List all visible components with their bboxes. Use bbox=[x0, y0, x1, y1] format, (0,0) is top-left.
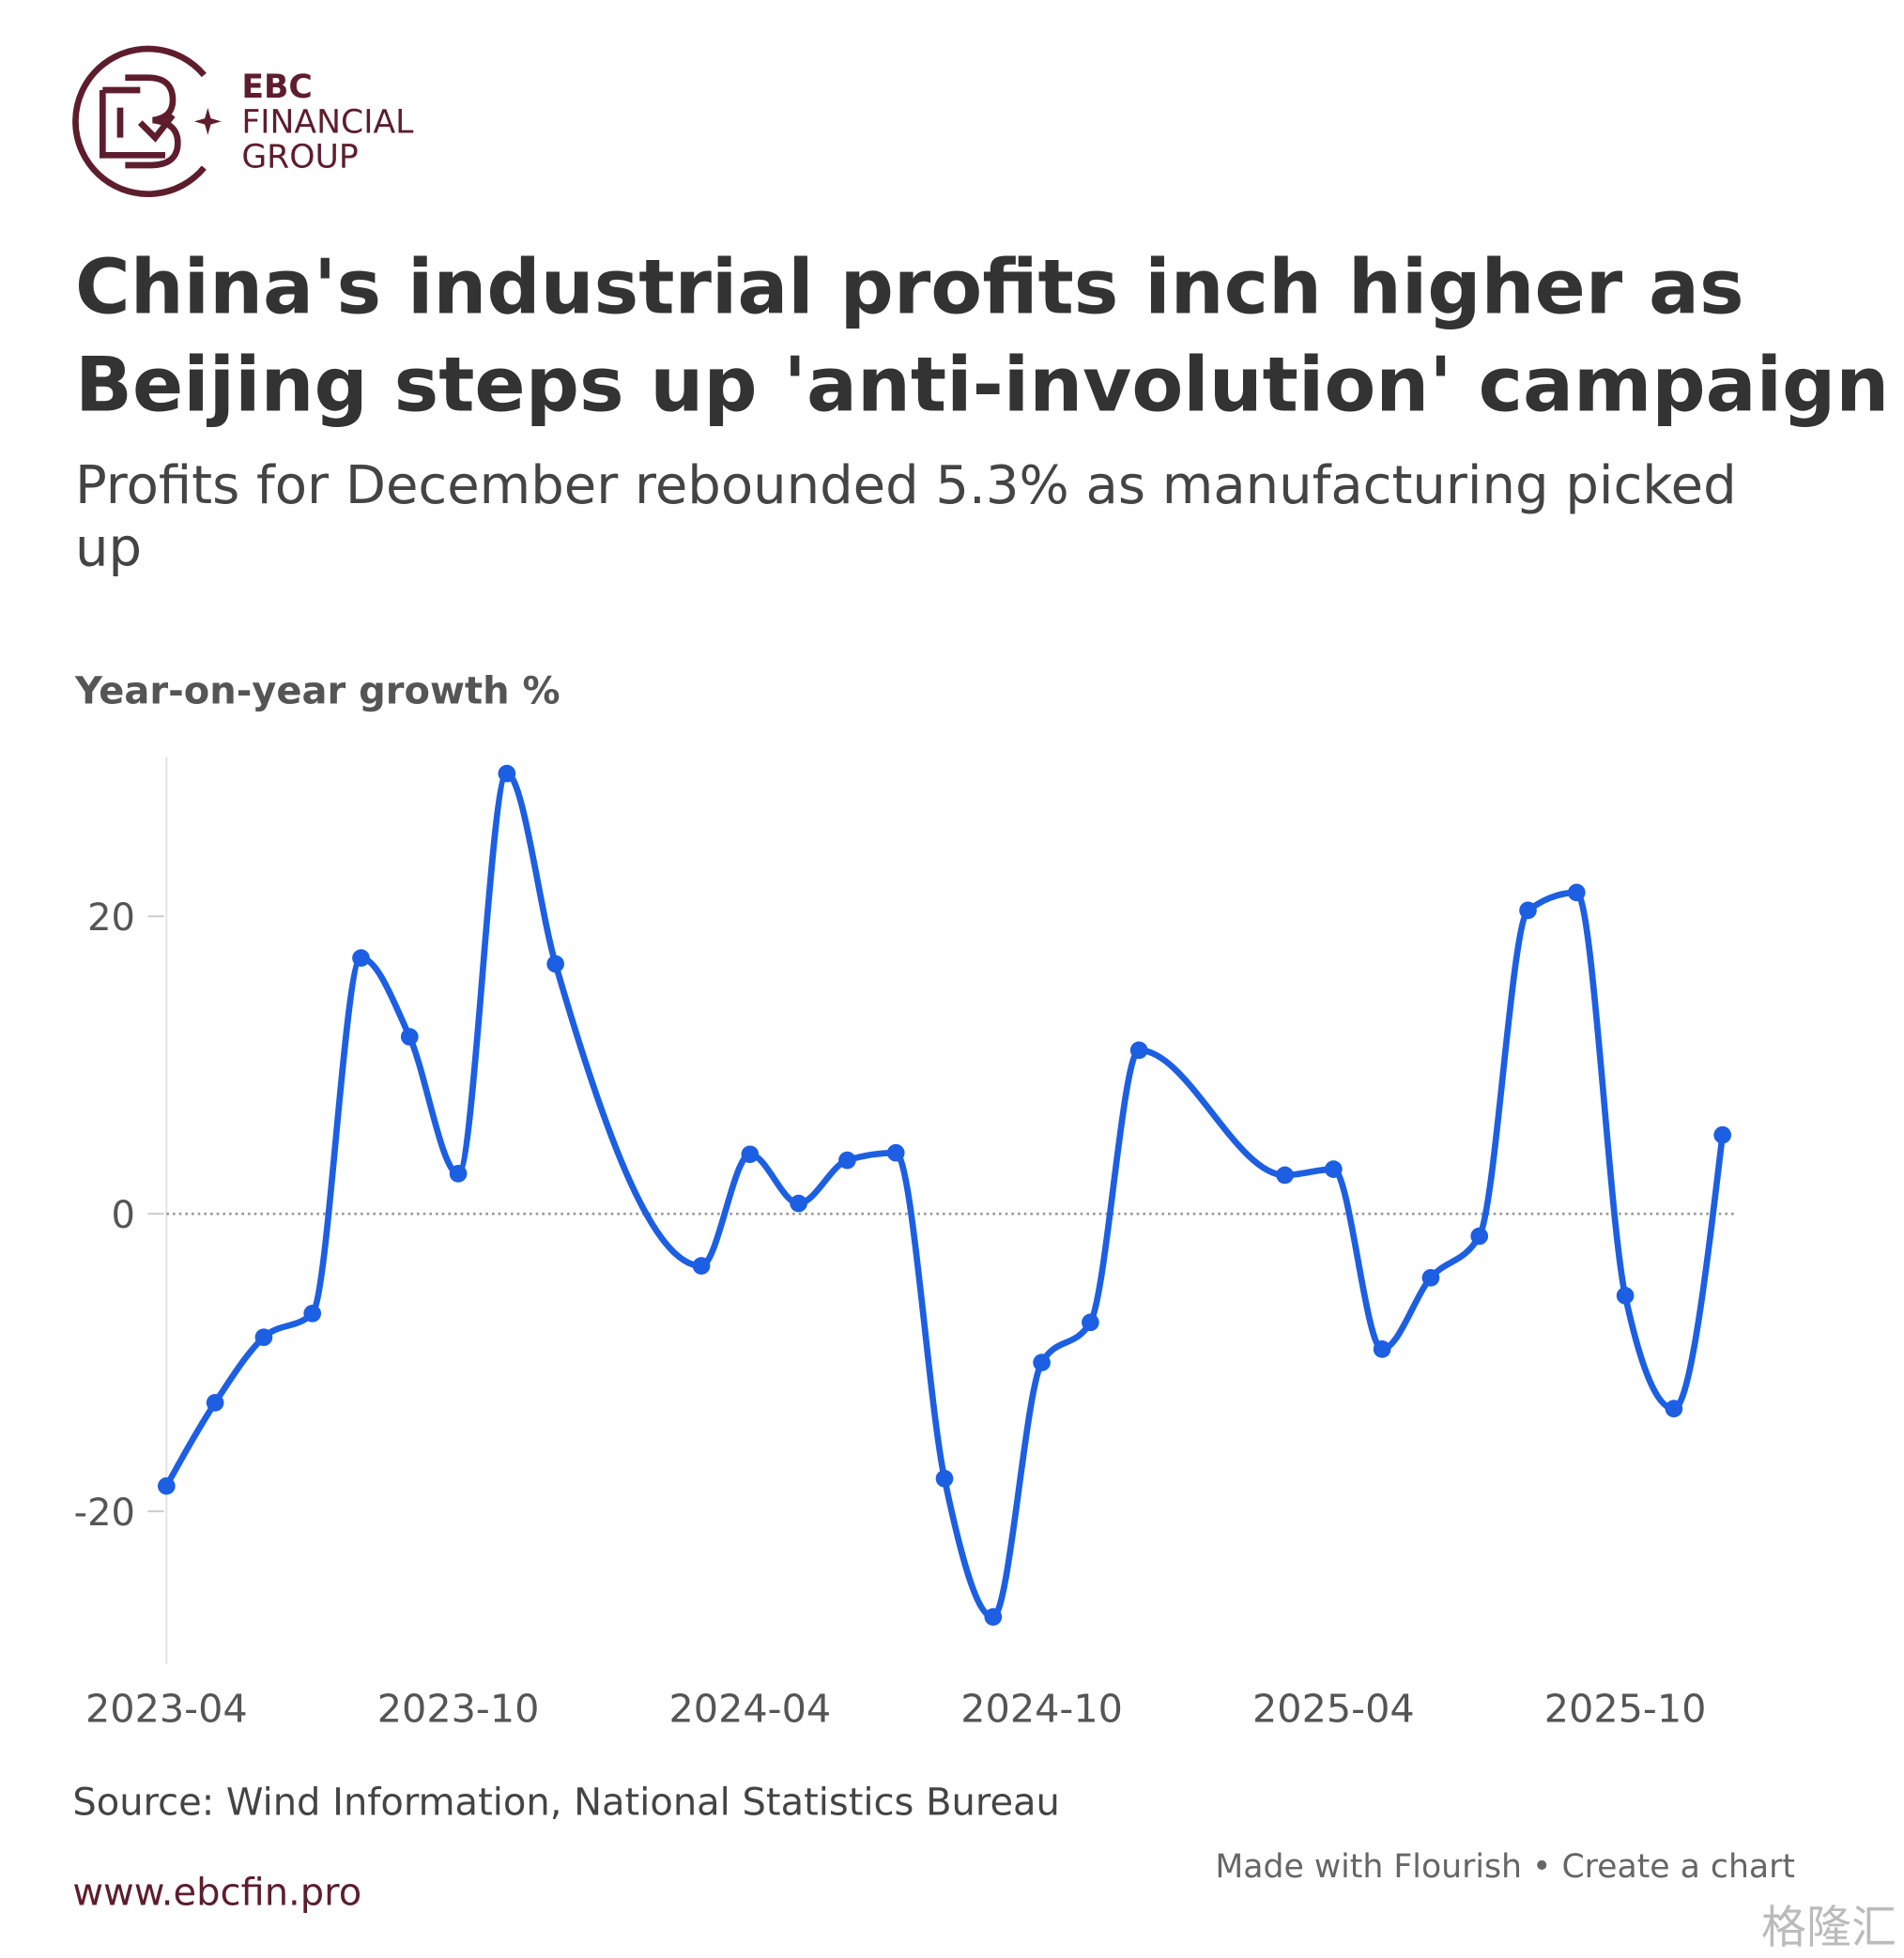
point bbox=[1567, 883, 1586, 902]
point bbox=[449, 1165, 468, 1183]
point bbox=[886, 1143, 905, 1162]
point bbox=[984, 1608, 1003, 1626]
chart-title: Beijing steps up 'anti-involution' campa… bbox=[75, 341, 1889, 428]
y-axis-label: Year-on-year growth % bbox=[74, 669, 560, 712]
point bbox=[400, 1028, 419, 1046]
website: www.ebcfin.pro bbox=[72, 1871, 361, 1914]
x-tick-label: 2024-10 bbox=[960, 1687, 1123, 1732]
point bbox=[741, 1145, 760, 1164]
y-tick-label: 20 bbox=[87, 896, 135, 940]
point bbox=[692, 1257, 711, 1275]
source: Source: Wind Information, National Stati… bbox=[72, 1781, 1060, 1824]
point bbox=[1713, 1125, 1731, 1144]
point bbox=[303, 1305, 322, 1323]
point bbox=[1665, 1400, 1683, 1418]
x-tick-label: 2023-10 bbox=[377, 1687, 540, 1732]
chart-subtitle: Profits for December rebounded 5.3% as m… bbox=[75, 455, 1737, 516]
point bbox=[838, 1151, 856, 1170]
point bbox=[1421, 1268, 1440, 1287]
chart-subtitle: up bbox=[75, 518, 142, 579]
point bbox=[1519, 901, 1537, 920]
point bbox=[206, 1394, 224, 1412]
point bbox=[1616, 1286, 1635, 1305]
brand-line: GROUP bbox=[241, 139, 358, 176]
chart-title: China's industrial profits inch higher a… bbox=[75, 243, 1744, 330]
point bbox=[254, 1328, 273, 1347]
point bbox=[1373, 1340, 1391, 1358]
point bbox=[935, 1469, 954, 1488]
brand-line: FINANCIAL bbox=[241, 103, 414, 141]
point bbox=[1082, 1313, 1099, 1332]
point bbox=[498, 764, 516, 783]
point bbox=[790, 1194, 807, 1213]
point bbox=[1129, 1041, 1148, 1060]
point bbox=[352, 949, 370, 967]
point bbox=[1033, 1354, 1051, 1371]
point bbox=[1470, 1227, 1489, 1246]
x-tick-label: 2024-04 bbox=[668, 1687, 831, 1732]
point bbox=[1325, 1160, 1343, 1178]
credit[interactable]: Made with Flourish • Create a chart bbox=[1215, 1848, 1795, 1886]
brand-name: EBC bbox=[241, 69, 313, 106]
line bbox=[163, 770, 1726, 1620]
y-tick-label: -20 bbox=[74, 1491, 135, 1535]
logo bbox=[72, 45, 222, 197]
watermark: 格隆汇 bbox=[1761, 1901, 1896, 1953]
y-tick-label: 0 bbox=[112, 1194, 135, 1237]
point bbox=[1276, 1166, 1294, 1185]
point bbox=[546, 955, 564, 973]
point bbox=[158, 1476, 176, 1495]
x-tick-label: 2025-10 bbox=[1544, 1687, 1707, 1732]
x-tick-label: 2025-04 bbox=[1252, 1687, 1415, 1732]
x-tick-label: 2023-04 bbox=[85, 1687, 248, 1732]
